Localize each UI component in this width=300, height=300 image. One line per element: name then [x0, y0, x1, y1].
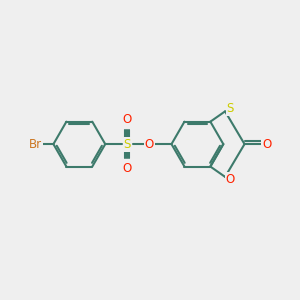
Text: O: O — [123, 113, 132, 126]
Text: Br: Br — [29, 138, 42, 151]
Text: S: S — [124, 138, 131, 151]
Text: O: O — [145, 138, 154, 151]
Text: O: O — [123, 162, 132, 175]
Text: O: O — [226, 173, 235, 186]
Text: S: S — [227, 102, 234, 115]
Text: O: O — [262, 138, 271, 151]
